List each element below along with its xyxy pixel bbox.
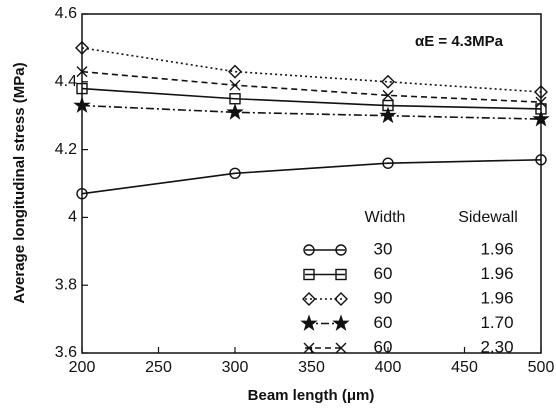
marker xyxy=(229,167,241,180)
marker xyxy=(76,66,88,78)
marker xyxy=(335,244,347,256)
series-line xyxy=(81,87,542,110)
marker xyxy=(300,314,318,331)
y-tick-label: 3.8 xyxy=(55,276,77,293)
x-tick-label: 300 xyxy=(222,359,249,376)
legend-header: Sidewall xyxy=(458,209,518,226)
x-tick-label: 350 xyxy=(298,359,325,376)
x-tick-label: 250 xyxy=(145,359,172,376)
marker xyxy=(335,268,347,281)
marker xyxy=(229,79,241,91)
marker xyxy=(379,106,397,124)
marker xyxy=(534,84,548,99)
legend-sidewall: 1.70 xyxy=(480,313,513,332)
legend-sidewall: 1.96 xyxy=(480,264,513,283)
legend-width: 90 xyxy=(374,288,393,307)
legend-width: 60 xyxy=(374,264,393,283)
y-tick-label: 4 xyxy=(68,209,77,226)
marker xyxy=(332,314,350,331)
series-line xyxy=(81,70,542,103)
legend-sidewall: 1.96 xyxy=(480,288,513,307)
series-line xyxy=(81,104,542,120)
marker xyxy=(303,244,315,256)
y-tick-label: 4.2 xyxy=(55,141,77,158)
legend-sidewall: 2.30 xyxy=(480,337,513,356)
marker xyxy=(334,292,348,306)
x-tick-label: 200 xyxy=(69,359,96,376)
marker xyxy=(535,96,547,108)
y-tick-label: 3.6 xyxy=(55,344,77,361)
legend-width: 30 xyxy=(374,239,393,258)
legend-sidewall: 1.96 xyxy=(480,239,513,258)
marker xyxy=(382,157,394,169)
y-axis-label: Average longitudinal stress (MPa) xyxy=(11,62,28,303)
marker xyxy=(226,103,244,120)
annotation: αE = 4.3MPa xyxy=(415,33,504,50)
marker xyxy=(381,74,395,89)
marker xyxy=(302,292,316,306)
marker xyxy=(532,109,550,127)
marker xyxy=(303,268,315,281)
x-tick-label: 400 xyxy=(375,359,402,376)
x-tick-label: 500 xyxy=(528,359,555,376)
legend-width: 60 xyxy=(374,313,393,332)
marker xyxy=(535,154,547,166)
marker xyxy=(76,82,88,95)
marker xyxy=(382,89,394,101)
x-axis-label: Beam length (μm) xyxy=(248,387,375,404)
marker xyxy=(73,96,91,113)
marker xyxy=(228,64,242,79)
x-tick-label: 450 xyxy=(451,359,478,376)
legend-header: Width xyxy=(365,209,406,226)
series-line xyxy=(81,47,542,93)
series-line xyxy=(81,158,542,195)
marker xyxy=(335,342,347,354)
y-tick-label: 4.4 xyxy=(55,73,77,90)
y-tick-label: 4.6 xyxy=(55,5,77,22)
legend-width: 60 xyxy=(374,337,393,356)
marker xyxy=(75,40,89,55)
marker xyxy=(303,342,315,354)
marker xyxy=(76,187,88,200)
